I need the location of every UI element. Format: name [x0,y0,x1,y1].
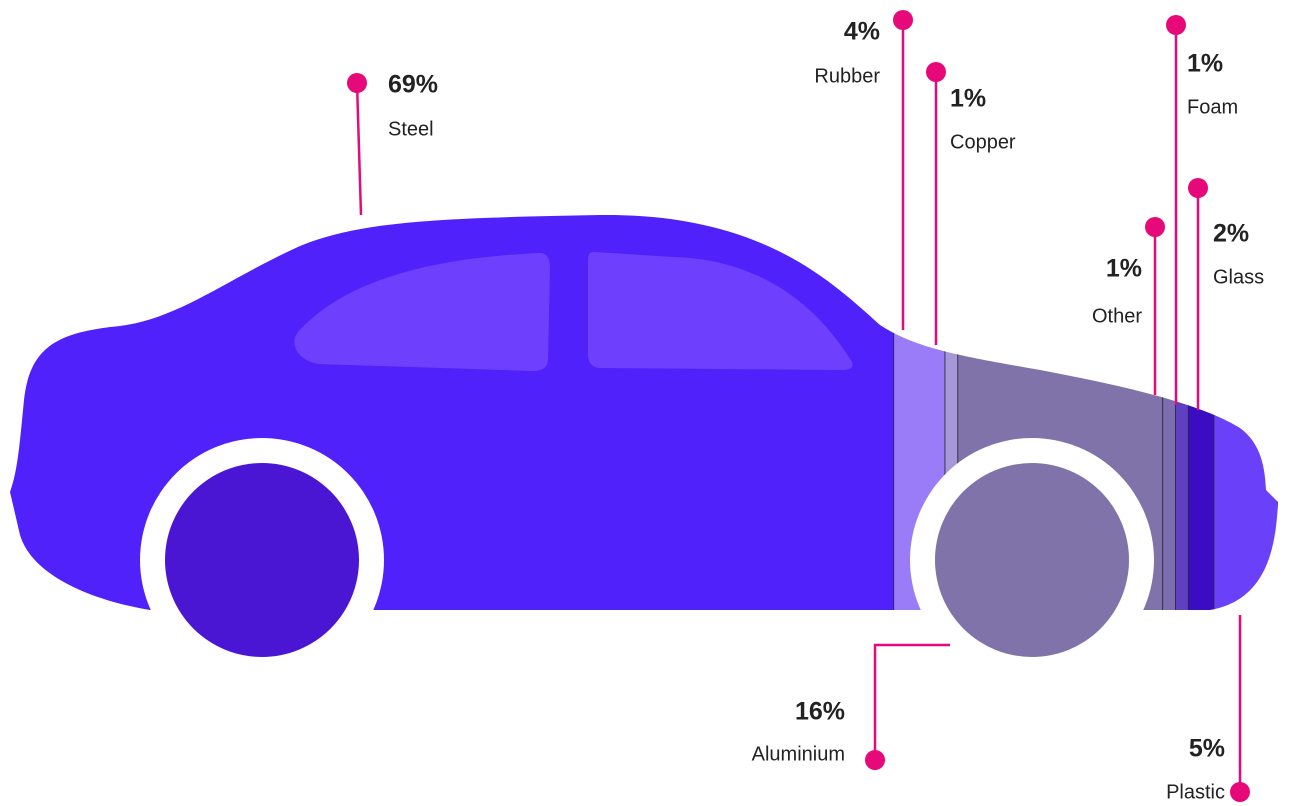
value-label: 1% [1106,255,1142,283]
callouts: 69% Steel 4% Rubber 1% Copper 16% Aluminium 1% Ot… [347,10,1264,803]
category-label: Foam [1187,96,1238,118]
callout-dot [865,750,885,770]
wheel [935,463,1129,657]
value-label: 1% [1187,50,1223,78]
callout-line [873,643,950,760]
category-label: Copper [950,131,1016,153]
category-label: Plastic [1166,781,1225,803]
callout-dot [1145,217,1165,237]
callout-line [355,82,363,216]
value-label: 16% [795,698,845,726]
callout-dot [347,73,367,93]
callout-dot [926,62,946,82]
value-label: 5% [1189,735,1225,763]
category-label: Steel [388,118,434,140]
rear-window [294,253,550,372]
wheel [165,463,359,657]
category-label: Aluminium [752,743,845,765]
value-label: 4% [844,18,880,46]
value-label: 1% [950,85,986,113]
segment [1187,214,1215,610]
segment [1175,214,1189,610]
category-label: Glass [1213,266,1264,288]
callout-dot [1188,178,1208,198]
front-window [588,252,853,370]
category-label: Rubber [814,65,880,87]
value-label: 2% [1213,220,1249,248]
category-label: Other [1092,305,1142,327]
callout-dot [1166,15,1186,35]
value-label: 69% [388,71,438,99]
callout-dot [893,10,913,30]
callout-dot [1230,782,1250,802]
